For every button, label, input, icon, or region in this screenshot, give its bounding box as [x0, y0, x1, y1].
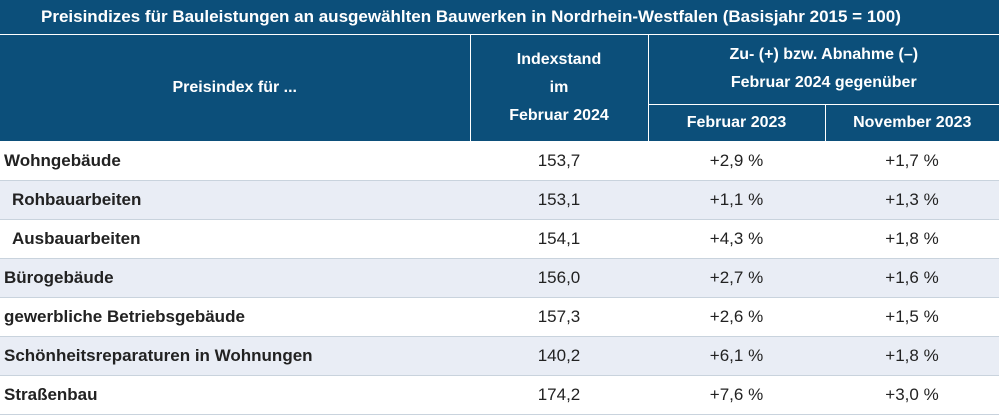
header-index-level: Indexstand im Februar 2024: [470, 35, 648, 141]
table-row: Wohngebäude 153,7 +2,9 % +1,7 %: [0, 141, 999, 180]
row-index: 140,2: [470, 336, 648, 375]
header-nov-2023: November 2023: [825, 104, 999, 141]
row-change-nov-2023: +3,0 %: [825, 375, 999, 414]
row-label: Straßenbau: [0, 375, 470, 414]
row-index: 153,7: [470, 141, 648, 180]
header-change: Zu- (+) bzw. Abnahme (–) Februar 2024 ge…: [648, 35, 999, 104]
header-change-line-1: Zu- (+) bzw. Abnahme (–): [729, 41, 918, 69]
row-label: Schönheitsreparaturen in Wohnungen: [0, 336, 470, 375]
row-index: 157,3: [470, 297, 648, 336]
row-index: 156,0: [470, 258, 648, 297]
row-change-nov-2023: +1,7 %: [825, 141, 999, 180]
row-label: Ausbauarbeiten: [0, 219, 470, 258]
header-feb-2023: Februar 2023: [648, 104, 825, 141]
row-change-feb-2023: +1,1 %: [648, 180, 825, 219]
header-index-line-2: im: [550, 74, 569, 102]
table-row: Bürogebäude 156,0 +2,7 % +1,6 %: [0, 258, 999, 297]
header-change-line-2: Februar 2024 gegenüber: [731, 69, 917, 97]
header-index-line-1: Indexstand: [517, 46, 601, 74]
header-index-line-3: Februar 2024: [509, 102, 609, 130]
row-change-nov-2023: +1,5 %: [825, 297, 999, 336]
row-index: 154,1: [470, 219, 648, 258]
table-row: Ausbauarbeiten 154,1 +4,3 % +1,8 %: [0, 219, 999, 258]
header-nov-2023-label: November 2023: [826, 114, 999, 132]
table-row: Schönheitsreparaturen in Wohnungen 140,2…: [0, 336, 999, 375]
row-change-nov-2023: +1,8 %: [825, 336, 999, 375]
price-index-table: Preisindex für ... Indexstand im Februar…: [0, 35, 999, 415]
row-change-feb-2023: +4,3 %: [648, 219, 825, 258]
header-feb-2023-label: Februar 2023: [649, 114, 825, 132]
row-label: Rohbauarbeiten: [0, 180, 470, 219]
table-title: Preisindizes für Bauleistungen an ausgew…: [0, 0, 999, 35]
row-change-feb-2023: +6,1 %: [648, 336, 825, 375]
row-label: gewerbliche Betriebsgebäude: [0, 297, 470, 336]
row-change-feb-2023: +2,9 %: [648, 141, 825, 180]
row-change-nov-2023: +1,6 %: [825, 258, 999, 297]
row-change-feb-2023: +7,6 %: [648, 375, 825, 414]
table-row: Straßenbau 174,2 +7,6 % +3,0 %: [0, 375, 999, 414]
row-index: 153,1: [470, 180, 648, 219]
table-row: Rohbauarbeiten 153,1 +1,1 % +1,3 %: [0, 180, 999, 219]
table-row: gewerbliche Betriebsgebäude 157,3 +2,6 %…: [0, 297, 999, 336]
row-label: Bürogebäude: [0, 258, 470, 297]
header-price-index-for: Preisindex für ...: [0, 35, 470, 141]
row-index: 174,2: [470, 375, 648, 414]
row-label: Wohngebäude: [0, 141, 470, 180]
row-change-nov-2023: +1,3 %: [825, 180, 999, 219]
row-change-feb-2023: +2,6 %: [648, 297, 825, 336]
header-price-index-for-label: Preisindex für ...: [173, 79, 297, 96]
row-change-nov-2023: +1,8 %: [825, 219, 999, 258]
row-change-feb-2023: +2,7 %: [648, 258, 825, 297]
